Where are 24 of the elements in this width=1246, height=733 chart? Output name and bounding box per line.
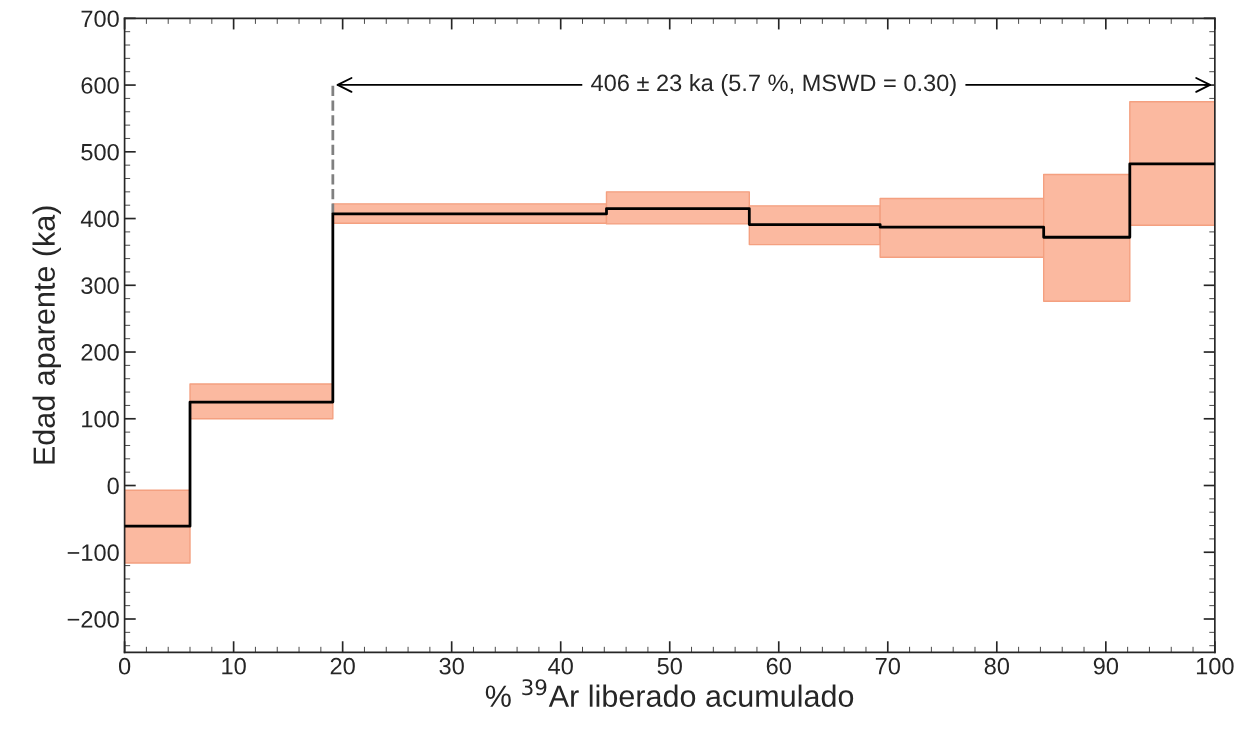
y-tick-label: −100 bbox=[67, 544, 119, 562]
annotation: 406 ± 23 ka (5.7 %, MSWD = 0.30) bbox=[591, 73, 956, 96]
x-tick-label: 70 bbox=[875, 657, 900, 675]
y-tick-label: −200 bbox=[67, 611, 119, 628]
y-tick-label: 400 bbox=[80, 210, 119, 228]
y-tick-label: 700 bbox=[81, 10, 119, 28]
x-tick-label: 50 bbox=[657, 657, 682, 675]
x-tick-label: 20 bbox=[330, 657, 355, 675]
x-tick-label: 10 bbox=[222, 657, 246, 675]
y-tick-label: 600 bbox=[81, 77, 119, 94]
x-tick-label: 90 bbox=[1093, 657, 1119, 675]
x-tick-label: 60 bbox=[766, 657, 791, 675]
x-tick-label: 30 bbox=[439, 657, 464, 675]
x-tick-label: 80 bbox=[984, 657, 1010, 675]
x-tick-label: 0 bbox=[118, 657, 131, 675]
x-tick-label: 100 bbox=[1196, 657, 1234, 675]
x-axis-title: % $^{39}$Ar liberado acumulado bbox=[485, 679, 854, 708]
y-tick-label: 500 bbox=[81, 143, 119, 161]
y-tick-label: 300 bbox=[81, 277, 119, 295]
y-tick-label: 200 bbox=[81, 344, 119, 361]
x-tick-label: 40 bbox=[548, 657, 573, 675]
y-tick-label: 0 bbox=[107, 477, 119, 495]
y-tick-label: 100 bbox=[82, 410, 119, 428]
y-axis-title: Edad aparente (ka) bbox=[32, 206, 61, 464]
